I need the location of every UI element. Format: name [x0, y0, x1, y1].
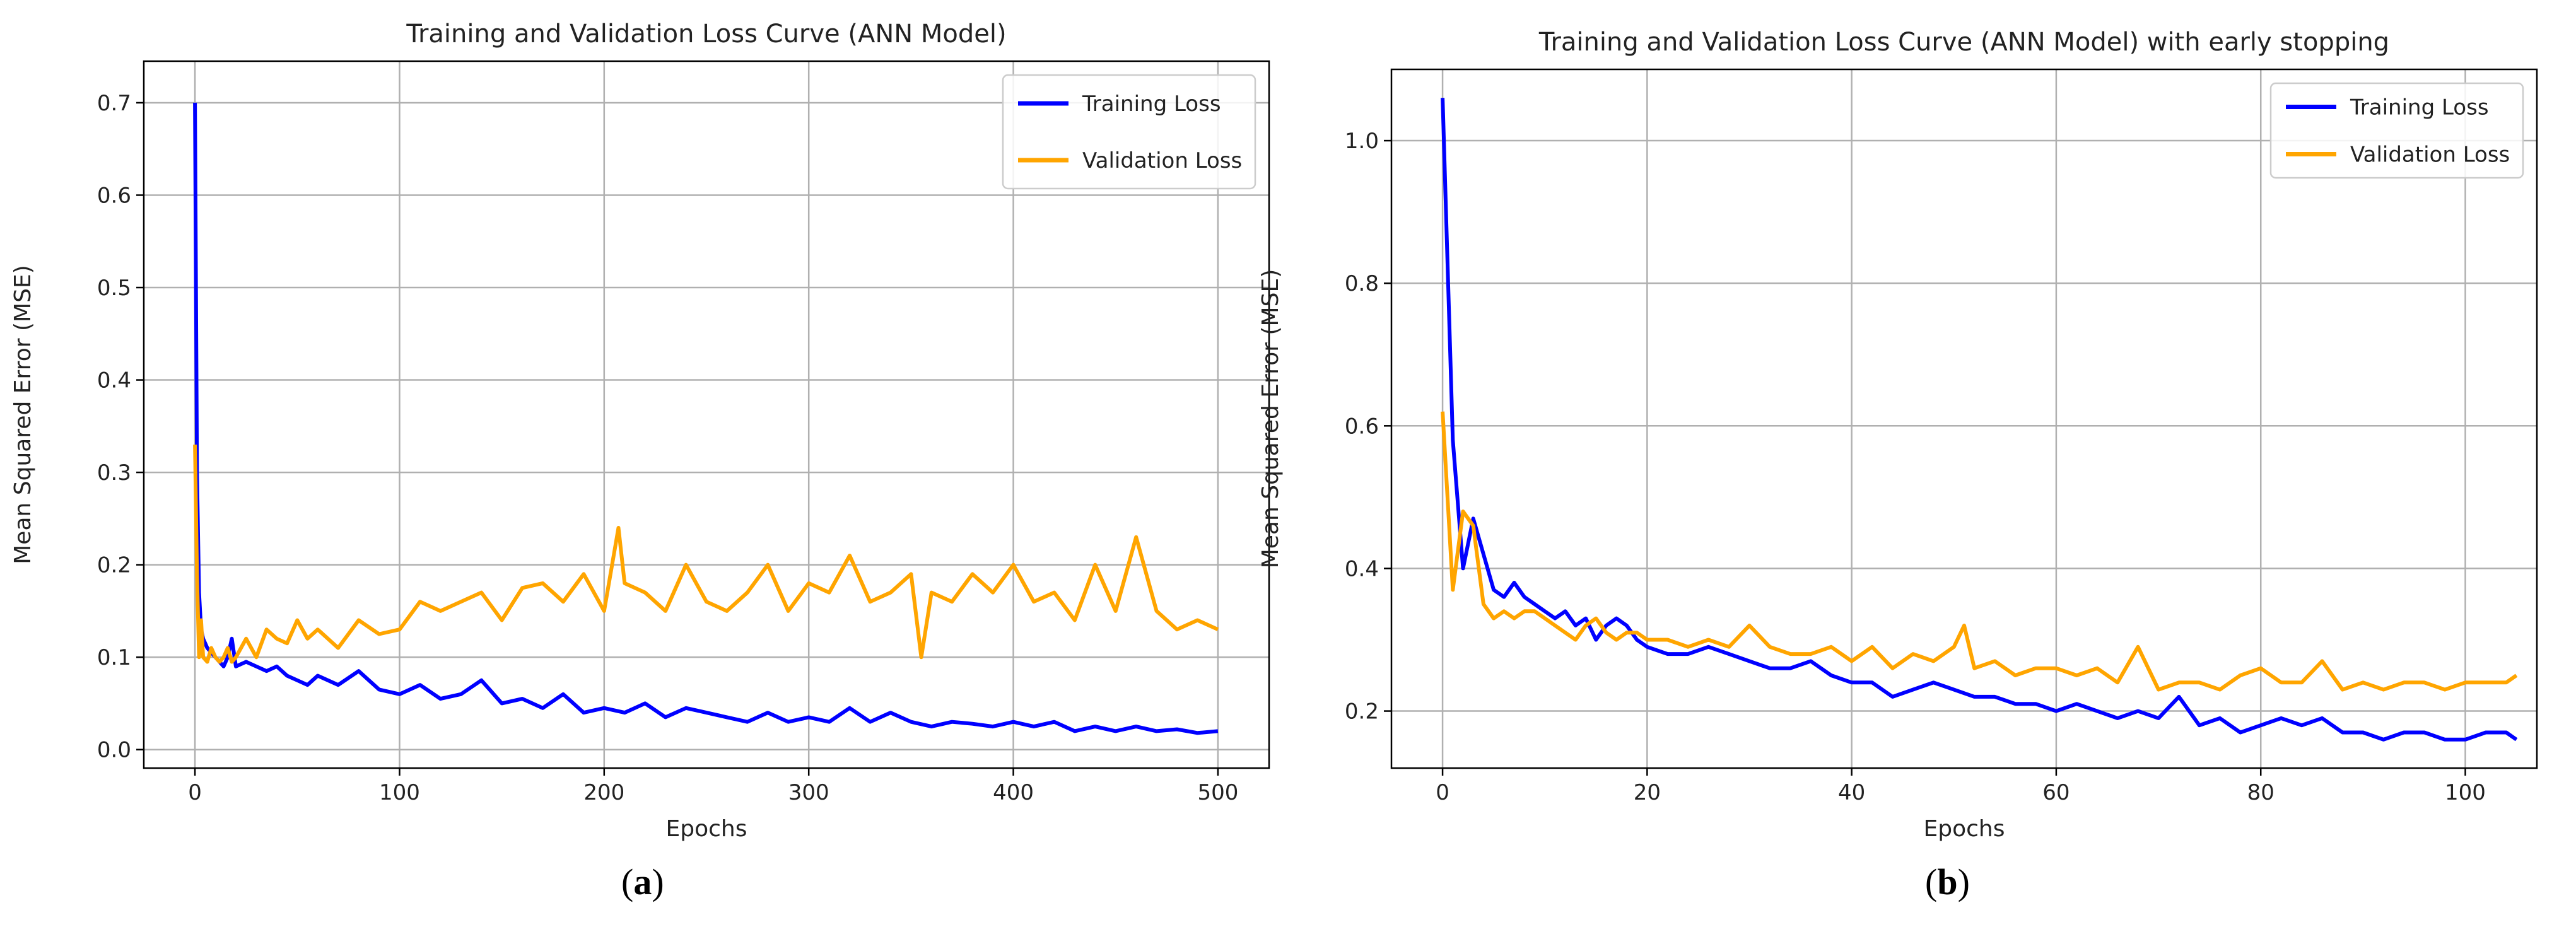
x-tick-label: 100 — [2445, 780, 2486, 805]
y-axis-label: Mean Squared Error (MSE) — [10, 265, 36, 564]
y-tick-label: 0.3 — [97, 460, 131, 486]
y-tick-label: 0.2 — [1345, 699, 1379, 725]
x-tick-label: 40 — [1838, 780, 1865, 805]
x-tick-label: 80 — [2247, 780, 2274, 805]
panel-label-open-b: ( — [1925, 861, 1938, 902]
panel-label-close-a: ) — [652, 861, 664, 902]
plot-frame — [1390, 68, 2538, 769]
x-tick-label: 0 — [188, 780, 202, 805]
y-axis-label: Mean Squared Error (MSE) — [1258, 269, 1284, 569]
panel-label-letter-b: b — [1937, 861, 1958, 902]
y-tick-label: 0.6 — [97, 183, 131, 208]
y-tick-label: 0.8 — [1345, 271, 1379, 296]
panel-label-open-a: ( — [621, 861, 634, 902]
x-tick-label: 200 — [583, 780, 624, 805]
series-line-training-loss — [193, 102, 1219, 735]
x-tick-label: 500 — [1197, 780, 1238, 805]
panel-label-b: (b) — [1925, 861, 1970, 903]
x-tick-label: 60 — [2042, 780, 2070, 805]
y-tick-label: 0.4 — [1345, 556, 1379, 581]
legend-label-validation-loss: Validation Loss — [2350, 143, 2510, 168]
x-axis-label: Epochs — [1924, 816, 2005, 842]
y-tick-label: 0.6 — [1345, 414, 1379, 439]
y-tick-label: 0.0 — [97, 738, 131, 763]
legend-label-training-loss: Training Loss — [1082, 91, 1221, 117]
chart-title: Training and Validation Loss Curve (ANN … — [1538, 28, 2389, 57]
panel-label-letter-a: a — [633, 861, 652, 902]
chart-b: 0 20 40 60 80 100 0.2 0.4 0.6 0.8 1.0 Training and … — [1258, 28, 2538, 842]
y-tick-label: 0.4 — [97, 368, 131, 394]
series-line-validation-loss — [193, 445, 1219, 664]
x-axis-label: Epochs — [666, 816, 747, 842]
x-tick-label: 100 — [379, 780, 420, 805]
y-tick-label: 0.7 — [97, 91, 131, 116]
panel-label-a: (a) — [621, 861, 664, 903]
series-line-training-loss — [1441, 98, 2518, 742]
chart-a: 0 100 200 300 400 500 0.0 0.1 0.2 0.3 0.4 0.5 0.6 0.7… — [10, 20, 1270, 842]
legend-label-training-loss: Training Loss — [2350, 95, 2489, 120]
legend-label-validation-loss: Validation Loss — [1082, 148, 1242, 173]
x-tick-label: 300 — [788, 780, 829, 805]
y-tick-label: 0.5 — [97, 276, 131, 301]
plot-frame — [143, 60, 1270, 769]
series-line-validation-loss — [1441, 411, 2518, 692]
y-tick-label: 0.2 — [97, 553, 131, 578]
x-tick-label: 400 — [993, 780, 1034, 805]
legend: Training Loss Validation Loss — [1002, 74, 1256, 190]
y-tick-label: 1.0 — [1345, 129, 1379, 154]
x-tick-label: 20 — [1634, 780, 1661, 805]
x-tick-label: 0 — [1436, 780, 1449, 805]
legend: Training Loss Validation Loss — [2269, 82, 2524, 179]
y-tick-label: 0.1 — [97, 645, 131, 670]
chart-title: Training and Validation Loss Curve (ANN … — [406, 20, 1006, 49]
panel-label-close-b: ) — [1957, 861, 1970, 902]
